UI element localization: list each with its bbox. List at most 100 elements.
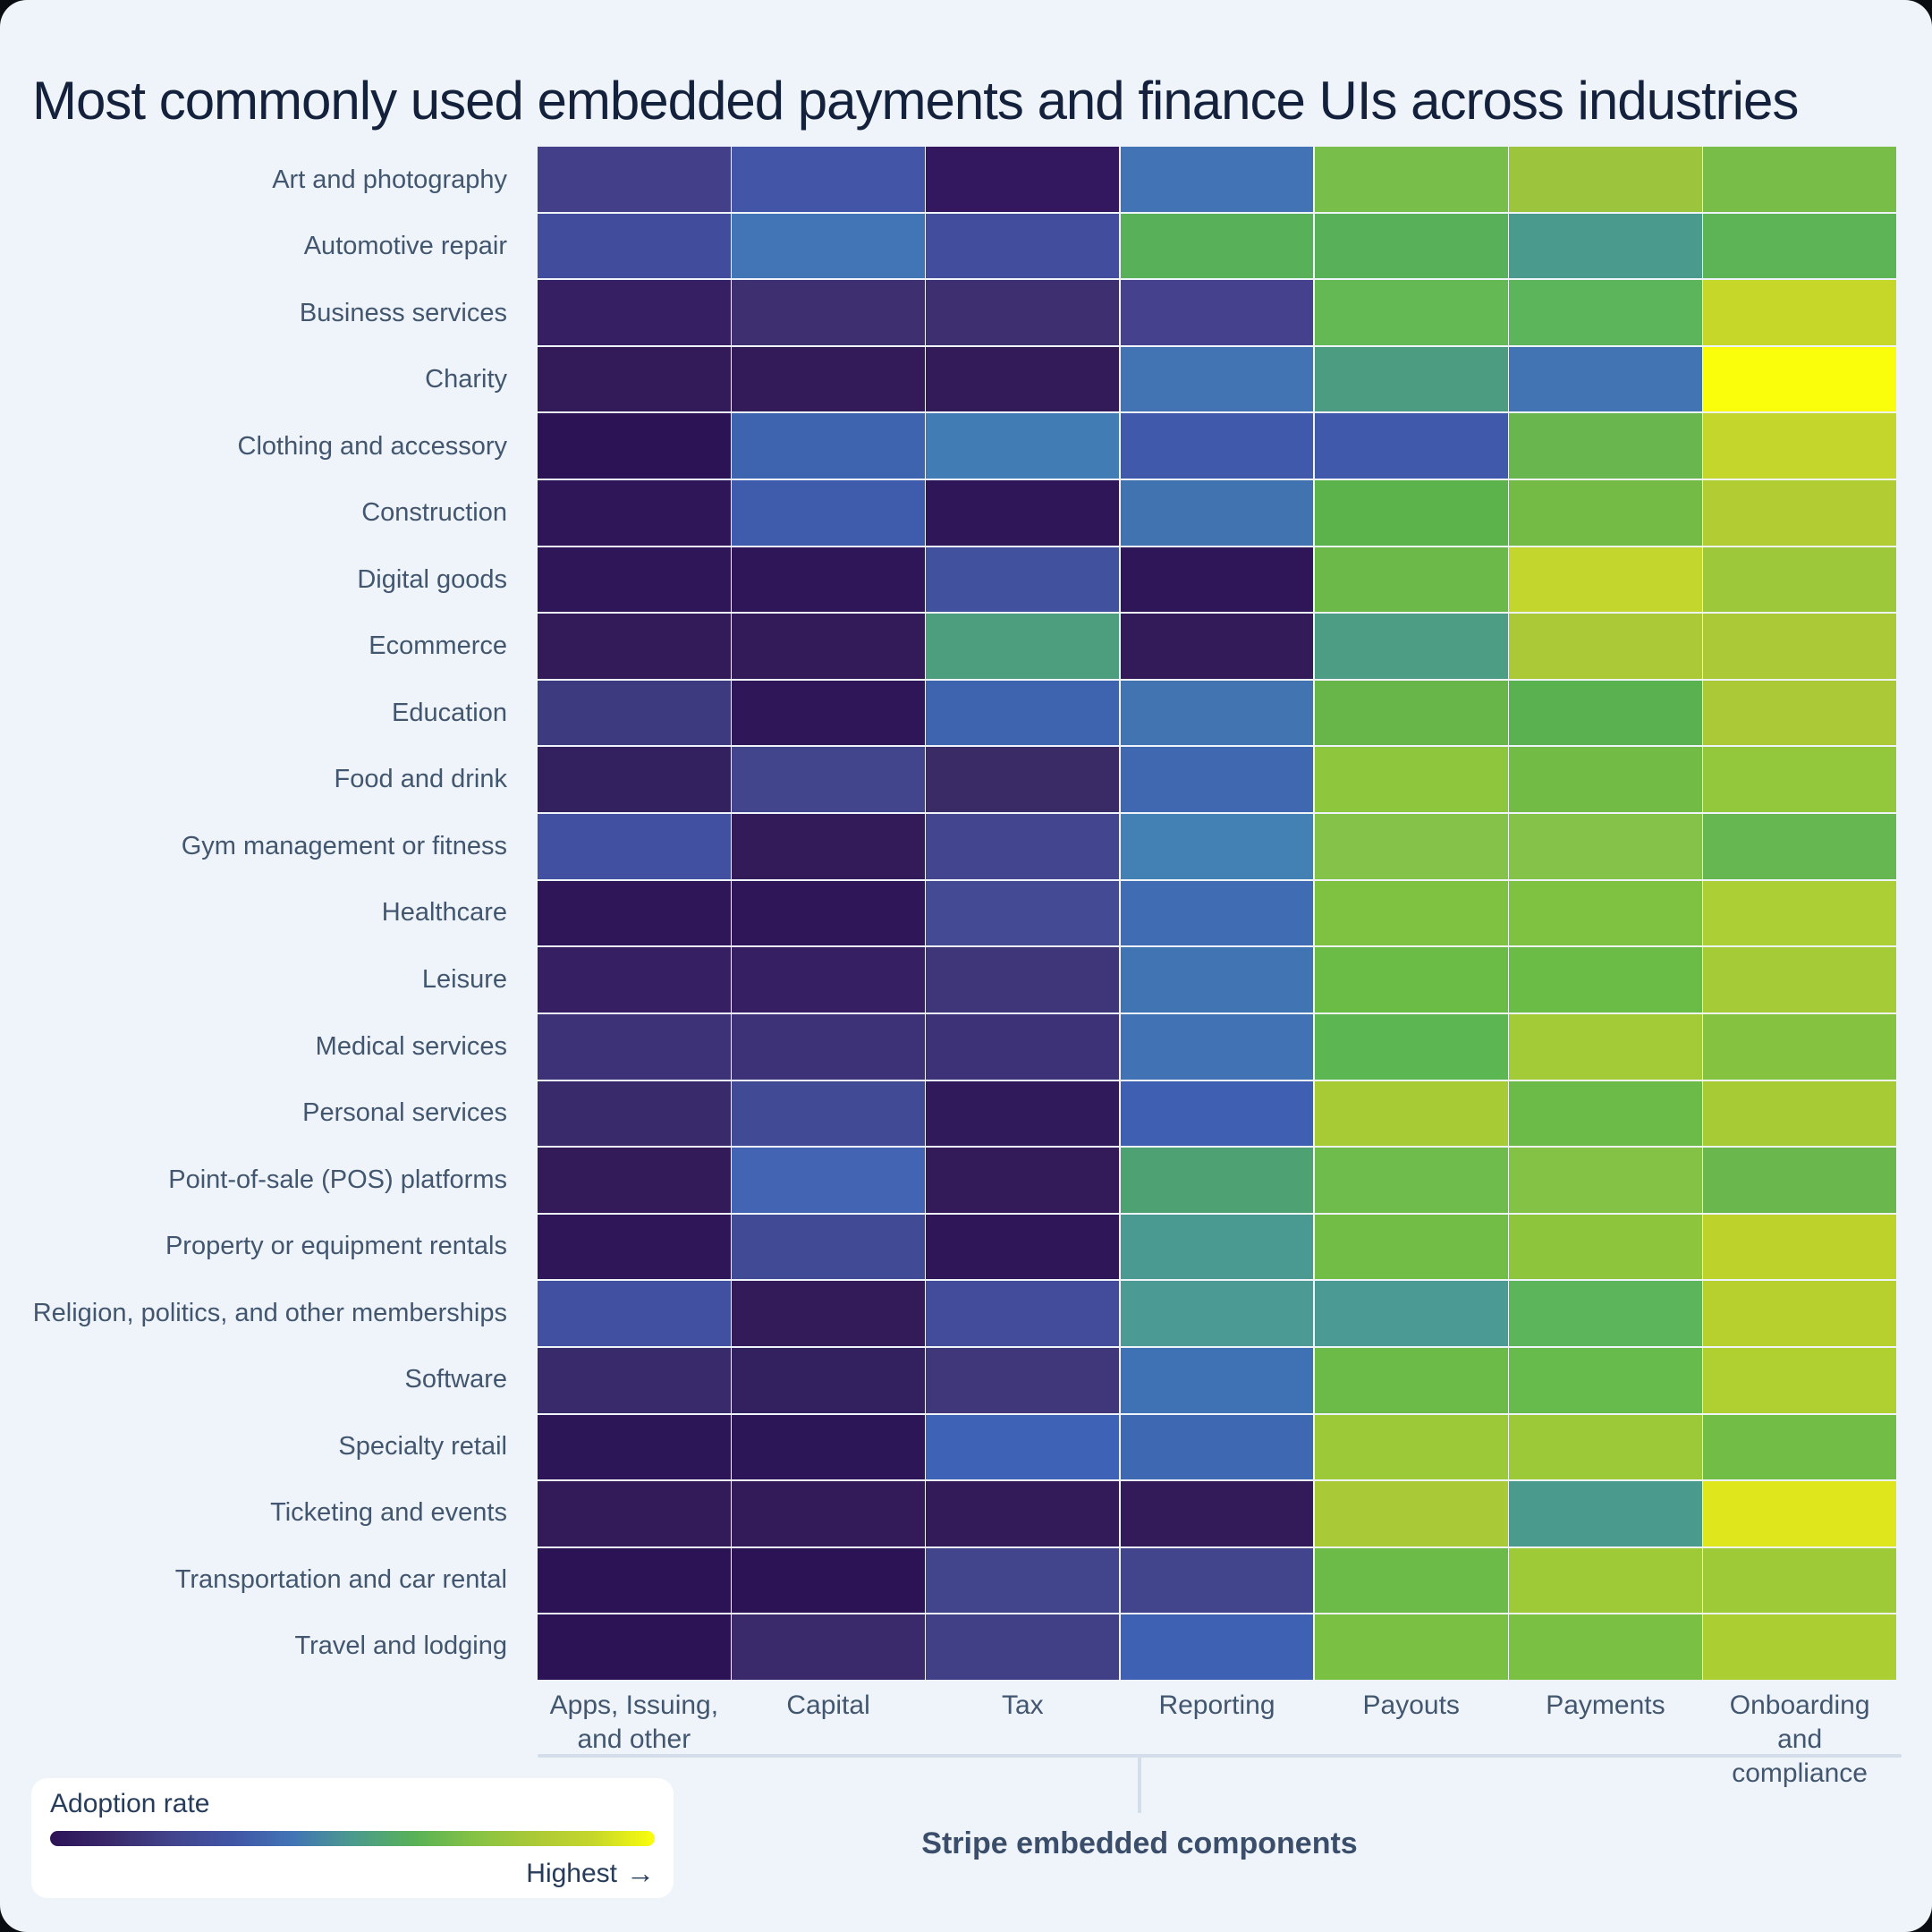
row-label: Transportation and car rental <box>174 1564 507 1594</box>
heatmap-cell <box>1509 880 1702 946</box>
column-label: Capital <box>786 1690 870 1720</box>
heatmap-cell <box>1120 1481 1314 1546</box>
heatmap-cell <box>926 147 1120 212</box>
heatmap-cell <box>732 346 925 412</box>
heatmap-cell <box>1703 213 1896 279</box>
row-label: Automotive repair <box>303 232 507 261</box>
heatmap-cell <box>1120 280 1314 345</box>
heatmap-cell <box>732 1281 925 1346</box>
heatmap-cell <box>1509 1214 1702 1280</box>
heatmap-cell <box>732 947 925 1013</box>
heatmap-cell <box>1314 1281 1508 1346</box>
heatmap-cell <box>1509 213 1702 279</box>
heatmap-cell <box>1120 1281 1314 1346</box>
heatmap-cell <box>1120 1148 1314 1213</box>
heatmap-cell <box>926 1347 1120 1413</box>
heatmap-cell <box>1120 480 1314 546</box>
heatmap-cell <box>1314 1547 1508 1614</box>
heatmap-cell <box>538 1414 731 1480</box>
column-label: Reporting <box>1158 1690 1275 1720</box>
heatmap-cell <box>1120 814 1314 879</box>
row-label: Point-of-sale (POS) platforms <box>168 1165 507 1194</box>
heatmap-cell <box>1509 814 1702 879</box>
row-label: Personal services <box>302 1098 507 1128</box>
heatmap-cell <box>538 1281 731 1346</box>
y-axis-labels: Art and photography Automotive repair Busi… <box>0 147 523 1680</box>
heatmap-cell <box>1703 280 1896 345</box>
heatmap-cell <box>1509 680 1702 746</box>
column-label: Payouts <box>1362 1690 1460 1720</box>
heatmap-cell <box>1314 880 1508 946</box>
heatmap-cell <box>1703 413 1896 479</box>
heatmap-cell <box>1314 1214 1508 1280</box>
heatmap-cell <box>1509 547 1702 613</box>
heatmap-cell <box>732 147 925 212</box>
heatmap-cell <box>538 1214 731 1280</box>
heatmap-cell <box>926 480 1120 546</box>
x-axis-labels: Apps, Issuing, and other Capital Tax Report… <box>538 1689 1896 1791</box>
heatmap-cell <box>926 1414 1120 1480</box>
heatmap-cell <box>926 1614 1120 1680</box>
heatmap-cell <box>1703 1214 1896 1280</box>
heatmap-cell <box>1120 947 1314 1013</box>
heatmap-cell <box>538 1347 731 1413</box>
legend-card: Adoption rate Highest → <box>31 1778 674 1898</box>
heatmap-cell <box>1703 1614 1896 1680</box>
heatmap-cell <box>1509 947 1702 1013</box>
row-label: Software <box>404 1365 507 1394</box>
row-label: Travel and lodging <box>294 1631 507 1661</box>
heatmap-cell <box>538 1547 731 1614</box>
heatmap-cell <box>732 213 925 279</box>
heatmap-cell <box>538 1614 731 1680</box>
heatmap-cell <box>732 1013 925 1080</box>
heatmap-cell <box>732 1347 925 1413</box>
page-title: Most commonly used embedded payments and… <box>32 71 1799 131</box>
heatmap-cell <box>1314 480 1508 546</box>
heatmap-cell <box>732 1547 925 1614</box>
heatmap-cell <box>1509 413 1702 479</box>
legend-highest-label: Highest → <box>526 1857 655 1890</box>
heatmap-cell <box>538 1080 731 1147</box>
heatmap-cell <box>1314 614 1508 679</box>
heatmap-cell <box>732 680 925 746</box>
heatmap-cell <box>1509 1347 1702 1413</box>
heatmap-cell <box>926 1547 1120 1614</box>
heatmap-cell <box>1509 1281 1702 1346</box>
heatmap-cell <box>1314 147 1508 212</box>
heatmap-cell <box>1509 1481 1702 1546</box>
row-label: Property or equipment rentals <box>165 1232 507 1261</box>
heatmap-cell <box>1120 213 1314 279</box>
row-label: Digital goods <box>357 564 507 594</box>
heatmap-cell <box>1509 147 1702 212</box>
heatmap-cell <box>732 747 925 813</box>
heatmap-cell <box>1314 1481 1508 1546</box>
heatmap-cell <box>1120 1547 1314 1614</box>
heatmap-cell <box>1314 280 1508 345</box>
heatmap-cell <box>1120 880 1314 946</box>
row-label: Clothing and accessory <box>237 431 507 461</box>
x-axis-group-label: Stripe embedded components <box>921 1826 1358 1860</box>
heatmap-cell <box>538 547 731 613</box>
heatmap-cell <box>538 147 731 212</box>
heatmap-cell <box>926 280 1120 345</box>
legend-title: Adoption rate <box>50 1789 210 1818</box>
heatmap-cell <box>1120 547 1314 613</box>
heatmap-grid <box>538 147 1896 1680</box>
arrow-right-icon: → <box>626 1857 655 1889</box>
heatmap-cell <box>538 1013 731 1080</box>
x-axis-group-bracket-line <box>538 1754 1902 1758</box>
heatmap-cell <box>926 747 1120 813</box>
heatmap-cell <box>1703 1547 1896 1614</box>
heatmap-cell <box>1509 280 1702 345</box>
column-label: Payments <box>1546 1690 1665 1720</box>
heatmap-cell <box>1703 346 1896 412</box>
heatmap-cell <box>1703 547 1896 613</box>
heatmap-cell <box>1120 1347 1314 1413</box>
heatmap-cell <box>1314 1414 1508 1480</box>
row-label: Construction <box>361 498 507 528</box>
heatmap-cell <box>1120 680 1314 746</box>
heatmap-cell <box>732 1148 925 1213</box>
heatmap-cell <box>1314 947 1508 1013</box>
heatmap-cell <box>1120 1414 1314 1480</box>
